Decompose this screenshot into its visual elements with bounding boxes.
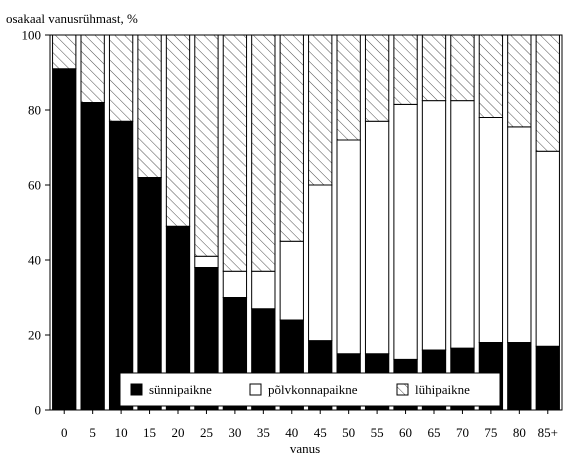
bar-polvkonnapaikne-55 (364, 120, 390, 355)
bar-polvkonnapaikne-50 (336, 139, 361, 355)
x-tick-label-15: 15 (143, 425, 156, 440)
bar-polvkonnapaikne-65 (421, 100, 447, 351)
x-tick-label-35: 35 (257, 425, 270, 440)
bar-luhipaikne-0 (52, 34, 77, 70)
bar-luhipaikne-35 (251, 34, 276, 272)
bar-polvkonnapaikne-70 (450, 100, 475, 349)
x-tick-label-75: 75 (484, 425, 497, 440)
y-tick-label-20: 20 (28, 328, 41, 343)
legend-label-polvkonnapaikne: põlvkonnapaikne (268, 382, 358, 397)
bar-sunnipaikne-5 (80, 102, 105, 411)
legend-label-luhipaikne: lühipaikne (415, 382, 470, 397)
bar-luhipaikne-5 (80, 34, 105, 103)
x-axis: 0 5 10 15 20 25 30 35 40 45 50 55 60 65 70 75 80 85+ (61, 410, 558, 440)
x-tick-label-80: 80 (513, 425, 526, 440)
bar-polvkonnapaikne-85plus (535, 150, 560, 347)
y-tick-label-80: 80 (28, 103, 41, 118)
legend-swatch-sunnipaikne (130, 383, 143, 396)
x-tick-label-50: 50 (342, 425, 355, 440)
x-tick-label-10: 10 (115, 425, 128, 440)
x-tick-label-45: 45 (314, 425, 327, 440)
bar-polvkonnapaikne-75 (478, 117, 504, 343)
bar-luhipaikne-60 (393, 34, 418, 105)
y-axis-title: osakaal vanusrühmast, % (6, 11, 138, 26)
y-tick-label-0: 0 (35, 403, 42, 418)
bar-luhipaikne-45 (308, 34, 333, 186)
bar-luhipaikne-40 (279, 34, 304, 242)
bar-luhipaikne-25 (194, 34, 219, 257)
bar-polvkonnapaikne-25 (194, 255, 219, 268)
x-tick-label-0: 0 (61, 425, 68, 440)
bar-luhipaikne-30 (222, 34, 248, 272)
bar-luhipaikne-55 (364, 34, 390, 122)
bar-polvkonnapaikne-35 (251, 270, 276, 310)
bar-polvkonnapaikne-60 (393, 103, 418, 360)
x-tick-label-5: 5 (89, 425, 96, 440)
bar-luhipaikne-75 (478, 34, 504, 118)
bar-luhipaikne-85plus (535, 34, 560, 152)
x-axis-title: vanus (290, 441, 320, 456)
y-tick-label-40: 40 (28, 253, 41, 268)
bar-polvkonnapaikne-45 (308, 184, 333, 342)
x-tick-label-25: 25 (200, 425, 213, 440)
x-tick-label-55: 55 (371, 425, 384, 440)
bar-sunnipaikne-80 (507, 342, 532, 411)
bar-polvkonnapaikne-80 (507, 126, 532, 344)
bar-luhipaikne-70 (450, 34, 475, 102)
legend-swatch-luhipaikne (396, 383, 409, 396)
bar-luhipaikne-50 (336, 34, 361, 141)
legend-label-sunnipaikne: sünnipaikne (149, 382, 212, 397)
x-tick-label-40: 40 (285, 425, 298, 440)
plot-frame (49, 34, 563, 411)
x-tick-label-85plus: 85+ (538, 425, 558, 440)
x-tick-label-70: 70 (456, 425, 469, 440)
x-tick-label-30: 30 (228, 425, 241, 440)
bar-polvkonnapaikne-30 (222, 270, 248, 298)
y-axis: 0 20 40 60 80 100 (22, 28, 50, 418)
bar-luhipaikne-10 (108, 34, 134, 122)
bar-polvkonnapaikne-40 (279, 240, 304, 321)
bar-luhipaikne-20 (165, 34, 191, 227)
y-tick-label-100: 100 (22, 28, 42, 43)
bar-luhipaikne-15 (137, 34, 162, 178)
bar-luhipaikne-65 (421, 34, 447, 102)
bars-group (52, 34, 560, 411)
bar-sunnipaikne-10 (108, 120, 134, 411)
x-tick-label-60: 60 (399, 425, 412, 440)
bar-sunnipaikne-0 (52, 68, 77, 411)
legend-swatch-polvkonnapaikne (249, 383, 262, 396)
x-tick-label-20: 20 (172, 425, 185, 440)
y-tick-label-60: 60 (28, 178, 41, 193)
legend: sünnipaikne põlvkonnapaikne lühipaikne (119, 372, 501, 407)
x-tick-label-65: 65 (428, 425, 441, 440)
bar-luhipaikne-80 (507, 34, 532, 128)
legend-box (119, 372, 501, 407)
bar-sunnipaikne-85plus (535, 345, 560, 411)
